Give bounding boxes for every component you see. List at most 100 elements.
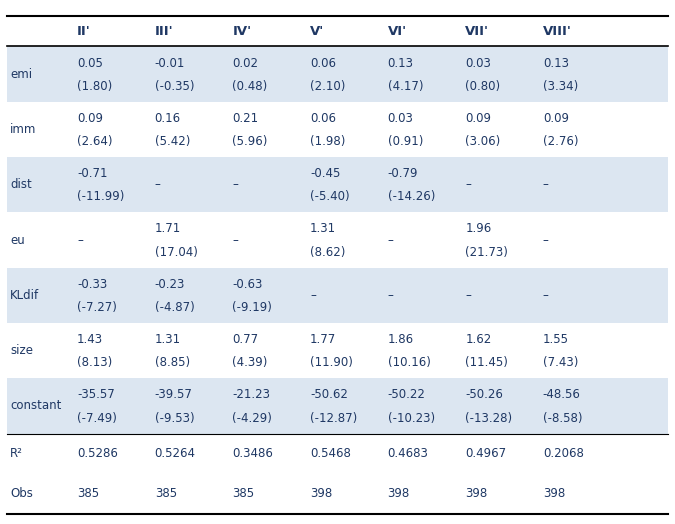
- Text: –: –: [232, 234, 238, 246]
- Text: 0.2068: 0.2068: [543, 447, 584, 460]
- Text: (-12.87): (-12.87): [310, 412, 357, 424]
- Text: –: –: [310, 289, 316, 302]
- Text: –: –: [465, 289, 471, 302]
- Text: 398: 398: [543, 487, 565, 500]
- Text: 1.71: 1.71: [155, 223, 181, 235]
- Text: (-7.49): (-7.49): [77, 412, 117, 424]
- Text: (11.45): (11.45): [465, 356, 508, 369]
- Text: 1.86***: 1.86***: [387, 333, 431, 346]
- Text: (7.43): (7.43): [543, 356, 578, 369]
- Text: –: –: [387, 234, 394, 246]
- Text: 398: 398: [310, 487, 332, 500]
- Text: 1.62: 1.62: [465, 333, 491, 346]
- Text: (11.90): (11.90): [310, 356, 353, 369]
- Text: constant: constant: [10, 399, 61, 412]
- Text: -0.01: -0.01: [155, 57, 185, 70]
- Text: 0.09***: 0.09***: [543, 112, 587, 125]
- Bar: [7, 102, 668, 157]
- Text: –: –: [543, 289, 549, 302]
- Text: (3.06): (3.06): [465, 135, 500, 148]
- Text: -35.57: -35.57: [77, 388, 115, 401]
- Text: 1.62***: 1.62***: [465, 333, 509, 346]
- Text: 1.31: 1.31: [310, 223, 336, 235]
- Bar: [7, 434, 668, 474]
- Text: -0.63***: -0.63***: [232, 278, 280, 291]
- Text: 0.13: 0.13: [543, 57, 569, 70]
- Text: emi: emi: [10, 68, 32, 81]
- Text: 0.5468: 0.5468: [310, 447, 351, 460]
- Text: 0.05*: 0.05*: [77, 57, 109, 70]
- Text: –: –: [155, 178, 161, 191]
- Text: -35.57***: -35.57***: [77, 388, 132, 401]
- Text: (5.42): (5.42): [155, 135, 190, 148]
- Text: 385: 385: [232, 487, 254, 500]
- Text: R²: R²: [10, 447, 23, 460]
- Text: (0.80): (0.80): [465, 80, 500, 93]
- Text: 0.03: 0.03: [465, 57, 491, 70]
- Text: -48.56: -48.56: [543, 388, 580, 401]
- Text: 1.55: 1.55: [543, 333, 569, 346]
- Bar: [7, 268, 668, 323]
- Text: (-5.40): (-5.40): [310, 190, 350, 203]
- Bar: [7, 474, 668, 514]
- Text: (1.80): (1.80): [77, 80, 112, 93]
- Text: 0.13***: 0.13***: [543, 57, 587, 70]
- Text: 0.77***: 0.77***: [232, 333, 276, 346]
- Text: (-13.28): (-13.28): [465, 412, 512, 424]
- Text: size: size: [10, 344, 33, 357]
- Text: 0.13***: 0.13***: [387, 57, 431, 70]
- Text: 0.3486: 0.3486: [232, 447, 273, 460]
- Text: 0.09: 0.09: [77, 112, 103, 125]
- Text: 0.03: 0.03: [387, 112, 414, 125]
- Text: -0.23: -0.23: [155, 278, 185, 291]
- Text: 1.96***: 1.96***: [465, 223, 509, 235]
- Text: 1.55***: 1.55***: [543, 333, 587, 346]
- Text: 385: 385: [77, 487, 99, 500]
- Text: dist: dist: [10, 178, 32, 191]
- Text: 1.77: 1.77: [310, 333, 336, 346]
- Text: -50.62***: -50.62***: [310, 388, 365, 401]
- Text: -0.79: -0.79: [387, 167, 418, 180]
- Text: -0.45***: -0.45***: [310, 167, 358, 180]
- Text: -0.23***: -0.23***: [155, 278, 202, 291]
- Text: 0.16: 0.16: [155, 112, 181, 125]
- Text: -21.23***: -21.23***: [232, 388, 288, 401]
- Text: 0.09***: 0.09***: [465, 112, 509, 125]
- Text: 0.06**: 0.06**: [310, 57, 348, 70]
- Text: -50.26: -50.26: [465, 388, 503, 401]
- Text: (17.04): (17.04): [155, 246, 198, 259]
- Text: 0.5264: 0.5264: [155, 447, 196, 460]
- Text: -50.62: -50.62: [310, 388, 348, 401]
- Text: –: –: [232, 178, 238, 191]
- Text: Obs: Obs: [10, 487, 33, 500]
- Text: 0.09***: 0.09***: [77, 112, 121, 125]
- Text: (-9.53): (-9.53): [155, 412, 194, 424]
- Text: 1.86: 1.86: [387, 333, 414, 346]
- Text: VI': VI': [387, 25, 407, 38]
- Text: 385: 385: [155, 487, 177, 500]
- Text: -50.22***: -50.22***: [387, 388, 443, 401]
- Text: 0.4683: 0.4683: [387, 447, 429, 460]
- Text: 1.71***: 1.71***: [155, 223, 198, 235]
- Text: 1.96: 1.96: [465, 223, 491, 235]
- Text: -0.45: -0.45: [310, 167, 340, 180]
- Text: -50.22: -50.22: [387, 388, 425, 401]
- Text: (-4.87): (-4.87): [155, 301, 194, 314]
- Text: -50.26***: -50.26***: [465, 388, 520, 401]
- Text: (-14.26): (-14.26): [387, 190, 435, 203]
- Text: –: –: [77, 234, 83, 246]
- Text: –: –: [465, 178, 471, 191]
- Text: (4.17): (4.17): [387, 80, 423, 93]
- Text: (10.16): (10.16): [387, 356, 431, 369]
- Text: (8.62): (8.62): [310, 246, 346, 259]
- Text: imm: imm: [10, 123, 36, 136]
- Text: 398: 398: [465, 487, 487, 500]
- Text: 0.4967: 0.4967: [465, 447, 506, 460]
- Text: (8.13): (8.13): [77, 356, 112, 369]
- Text: III': III': [155, 25, 173, 38]
- Text: -39.57: -39.57: [155, 388, 192, 401]
- Bar: [7, 323, 668, 378]
- Text: –: –: [543, 234, 549, 246]
- Text: II': II': [77, 25, 91, 38]
- Text: (-7.27): (-7.27): [77, 301, 117, 314]
